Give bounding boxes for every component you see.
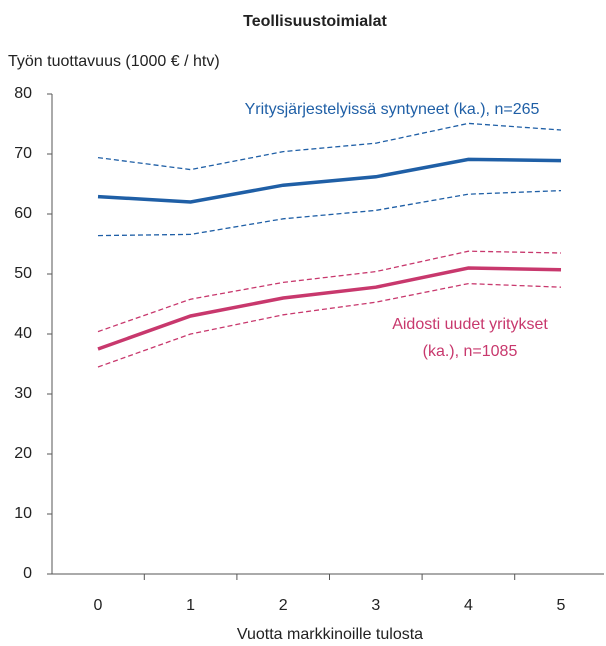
y-tick-label: 20 bbox=[14, 445, 32, 462]
x-tick-label: 5 bbox=[557, 597, 566, 614]
annotation: (ka.), n=1085 bbox=[423, 343, 518, 360]
band-line bbox=[97, 122, 562, 171]
y-axis-label: Työn tuottavuus (1000 € / htv) bbox=[8, 53, 220, 70]
y-tick-label: 50 bbox=[14, 265, 32, 282]
y-tick-label: 10 bbox=[14, 505, 32, 522]
mean-line bbox=[97, 266, 562, 351]
y-tick-label: 0 bbox=[23, 565, 32, 582]
x-tick-label: 3 bbox=[371, 597, 380, 614]
x-tick-label: 2 bbox=[279, 597, 288, 614]
y-tick-label: 70 bbox=[14, 145, 32, 162]
x-axis-label: Vuotta markkinoille tulosta bbox=[237, 626, 423, 643]
band-line bbox=[97, 250, 562, 333]
annotation: Aidosti uudet yritykset bbox=[392, 316, 548, 333]
y-tick-label: 40 bbox=[14, 325, 32, 342]
mean-line bbox=[97, 157, 562, 204]
y-tick-label: 60 bbox=[14, 205, 32, 222]
y-tick-label: 30 bbox=[14, 385, 32, 402]
band-line bbox=[97, 282, 562, 368]
y-tick-label: 80 bbox=[14, 85, 32, 102]
band-line bbox=[97, 189, 562, 237]
annotation: Yritysjärjestelyissä syntyneet (ka.), n=… bbox=[245, 101, 540, 118]
x-tick-label: 1 bbox=[186, 597, 195, 614]
x-tick-label: 4 bbox=[464, 597, 473, 614]
chart-title: Teollisuustoimialat bbox=[243, 13, 387, 30]
x-tick-label: 0 bbox=[94, 597, 103, 614]
